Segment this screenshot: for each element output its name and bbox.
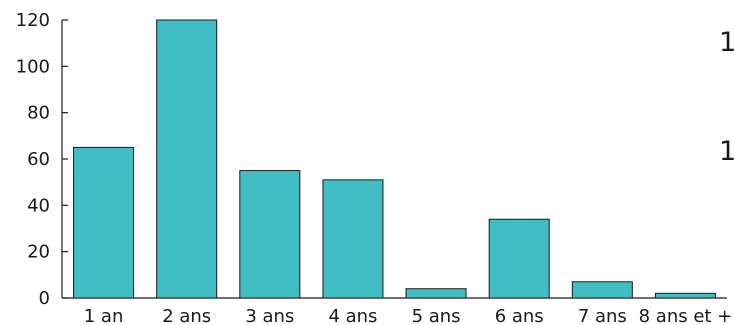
y-tick-label: 100	[16, 56, 50, 77]
y-tick-label: 80	[27, 103, 50, 124]
bar-5	[405, 288, 467, 299]
x-tick-label: 3 ans	[245, 306, 294, 325]
x-tick-label: 2 ans	[162, 306, 211, 325]
x-tick-label: 4 ans	[328, 306, 377, 325]
bar-3	[239, 170, 301, 299]
x-tick-label: 7 ans	[578, 306, 627, 325]
bar-1	[73, 146, 135, 299]
bars	[73, 19, 716, 299]
x-tick-labels: 1 an 2 ans 3 ans 4 ans 5 ans 6 ans 7 ans 8 ans …	[84, 306, 733, 325]
x-tick-label: 8 ans et +	[639, 306, 733, 325]
y-tick-label: 60	[27, 149, 50, 170]
x-tick-label: 5 ans	[412, 306, 461, 325]
x-tick-label: 1 an	[84, 306, 124, 325]
x-tick-label: 6 ans	[495, 306, 544, 325]
bar-8	[654, 292, 716, 299]
y-tick-label: 0	[39, 288, 50, 309]
cropped-label-middle: 1	[719, 136, 735, 167]
cropped-label-top: 1	[719, 27, 735, 58]
bar-7	[571, 281, 633, 299]
y-tick-label: 40	[27, 195, 50, 216]
y-tick-label: 120	[16, 10, 50, 31]
y-tick-label: 20	[27, 242, 50, 263]
y-tick-labels: 0 20 40 60 80 100 120	[16, 10, 50, 309]
bar-6	[488, 218, 550, 299]
bar-4	[322, 179, 384, 299]
bar-2	[156, 19, 218, 299]
